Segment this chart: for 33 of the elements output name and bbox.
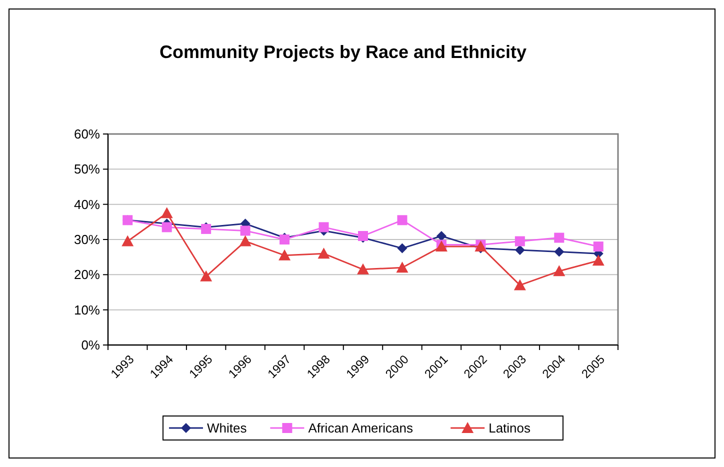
point [397,243,408,254]
point [514,236,525,246]
point [240,226,250,236]
legend-label: African Americans [308,420,414,436]
point [554,246,564,257]
point [397,215,408,226]
y-tick-label: 30% [74,232,100,248]
point [278,249,291,260]
y-tick-label: 40% [74,196,100,212]
chart-title: Community Projects by Race and Ethnicity [159,42,527,62]
point [318,248,330,259]
point [160,207,173,218]
y-tick-label: 60% [74,126,100,142]
point [200,270,212,282]
y-tick-label: 20% [74,267,100,282]
point [239,235,252,246]
point [514,279,526,290]
legend-label: Latinos [488,420,532,436]
point [357,263,369,274]
point [396,262,408,273]
point [554,232,564,243]
y-tick-label: 0% [81,338,100,353]
point [593,242,604,252]
legend-label: Whites [207,420,248,436]
point [162,222,172,232]
point [592,254,604,266]
point [514,245,525,256]
point [122,235,134,246]
y-tick-label: 50% [74,162,100,177]
point [553,265,566,276]
point [318,222,329,232]
y-tick-label: 10% [74,302,100,318]
point [436,230,446,241]
